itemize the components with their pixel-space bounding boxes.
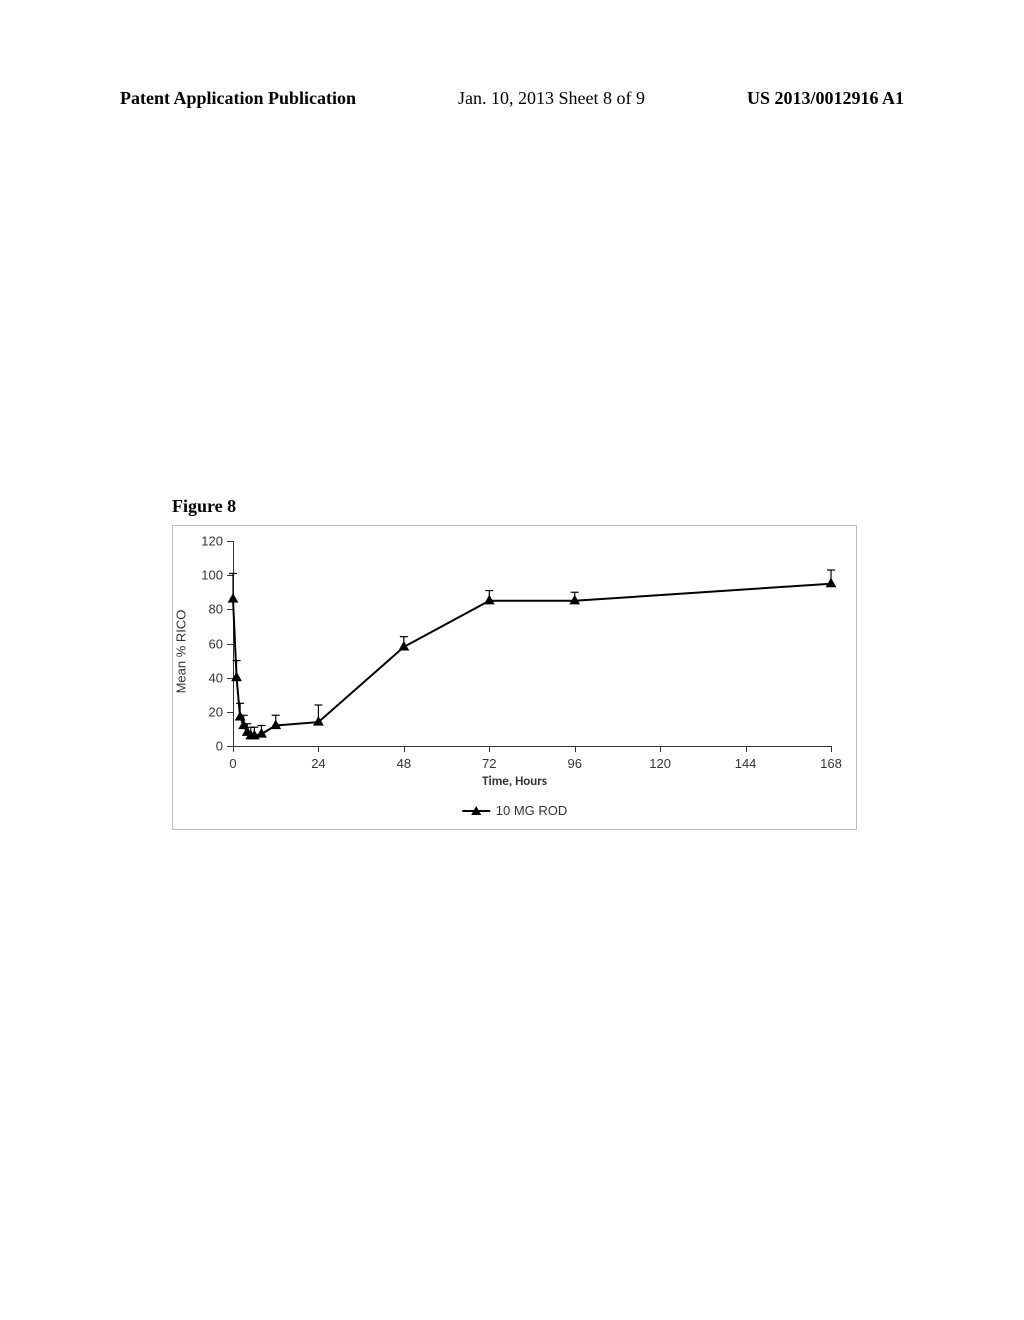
- data-marker: [228, 593, 239, 603]
- legend-marker: [462, 805, 490, 817]
- data-marker: [484, 595, 495, 605]
- series-line: [233, 584, 831, 736]
- data-marker: [826, 578, 837, 588]
- figure-label: Figure 8: [172, 496, 236, 517]
- data-marker: [231, 672, 242, 682]
- chart-legend: 10 MG ROD: [462, 803, 568, 818]
- document-header: Patent Application Publication Jan. 10, …: [0, 88, 1024, 109]
- publication-type: Patent Application Publication: [120, 88, 356, 109]
- date-sheet: Jan. 10, 2013 Sheet 8 of 9: [458, 88, 645, 109]
- chart-plot: [173, 526, 858, 831]
- publication-number: US 2013/0012916 A1: [747, 88, 904, 109]
- legend-label: 10 MG ROD: [496, 803, 568, 818]
- line-chart: Mean % RICO Time, Hours 0204060801001200…: [172, 525, 857, 830]
